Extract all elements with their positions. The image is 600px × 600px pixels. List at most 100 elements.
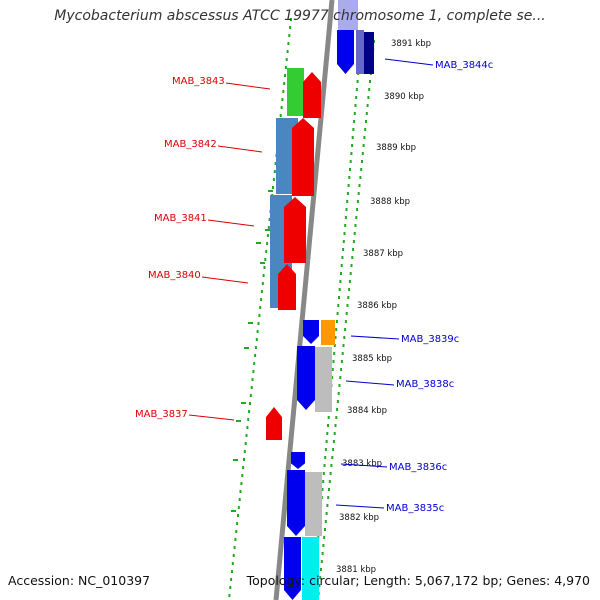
guide-dot bbox=[284, 74, 286, 77]
guide-dot bbox=[319, 576, 322, 579]
guide-dot bbox=[356, 200, 359, 203]
guide-dot bbox=[346, 192, 349, 195]
guide-dot bbox=[358, 184, 361, 187]
guide-dot bbox=[253, 362, 256, 365]
scale-tick-label: 3881 kbp bbox=[336, 565, 376, 575]
guide-dot bbox=[356, 208, 359, 211]
guide-dash bbox=[260, 262, 265, 264]
guide-dot bbox=[337, 392, 340, 395]
guide-dot bbox=[348, 176, 351, 179]
guide-dot bbox=[340, 360, 343, 363]
guide-dot bbox=[353, 120, 356, 123]
guide-dot bbox=[240, 482, 243, 485]
guide-dot bbox=[249, 402, 251, 405]
guide-dot bbox=[333, 432, 336, 435]
guide-dot bbox=[349, 272, 352, 275]
guide-dot bbox=[324, 528, 326, 531]
guide-dot bbox=[262, 274, 265, 277]
guide-dot bbox=[245, 434, 248, 437]
guide-dot bbox=[288, 34, 291, 37]
gene-labels: MAB_3843 MAB_3842 MAB_3841 MAB_3840 MAB_3837… bbox=[135, 58, 493, 514]
guide-dot bbox=[366, 104, 369, 107]
guide-dot bbox=[364, 128, 367, 131]
gene-block bbox=[315, 347, 332, 412]
guide-dot bbox=[248, 410, 251, 413]
guide-dot bbox=[323, 536, 326, 539]
guide-dot bbox=[337, 304, 340, 307]
guide-dot bbox=[329, 472, 332, 475]
guide-dot bbox=[229, 586, 232, 589]
guide-dot bbox=[334, 336, 337, 339]
guide-dot bbox=[365, 120, 367, 123]
guide-dot bbox=[342, 240, 345, 243]
guide-dash bbox=[268, 190, 273, 192]
reverse-gene-block bbox=[364, 32, 374, 74]
left-gene-label: MAB_3841 bbox=[154, 213, 207, 224]
guide-dash bbox=[248, 322, 253, 324]
guide-dot bbox=[289, 26, 292, 29]
forward-gene-arrow bbox=[284, 197, 306, 263]
guide-dot bbox=[325, 440, 328, 443]
guide-dot bbox=[256, 330, 259, 333]
cds-block bbox=[287, 68, 304, 116]
guide-dot bbox=[333, 344, 336, 347]
guide-dot bbox=[283, 82, 286, 85]
scale-tick-label: 3886 kbp bbox=[357, 301, 397, 311]
guide-dot bbox=[254, 346, 257, 349]
guide-dot bbox=[359, 176, 362, 179]
guide-dot bbox=[344, 320, 347, 323]
guide-dot bbox=[352, 128, 355, 131]
leader-line bbox=[188, 414, 235, 421]
leader-line bbox=[335, 504, 385, 509]
accession-text: Accession: NC_010397 bbox=[8, 573, 151, 588]
guide-dot bbox=[264, 258, 267, 261]
forward-gene-arrow bbox=[303, 72, 321, 118]
guide-dot bbox=[244, 442, 247, 445]
scale-tick-label: 3888 kbp bbox=[370, 197, 410, 207]
guide-dot bbox=[347, 184, 350, 187]
guide-dot bbox=[335, 416, 338, 419]
leader-line bbox=[225, 82, 271, 90]
guide-dot bbox=[362, 144, 365, 147]
guide-dot bbox=[236, 522, 239, 525]
guide-dot bbox=[321, 488, 324, 491]
guide-dot bbox=[327, 416, 330, 419]
guide-dot bbox=[284, 66, 287, 69]
scale-tick-label: 3884 kbp bbox=[347, 406, 387, 416]
guide-dot bbox=[243, 458, 245, 461]
guide-dot bbox=[322, 480, 325, 483]
guide-dot bbox=[353, 112, 356, 115]
gene-block bbox=[302, 537, 319, 600]
guide-dot bbox=[273, 170, 276, 173]
guide-dot bbox=[339, 376, 342, 379]
scale-tick-label: 3890 kbp bbox=[384, 92, 424, 102]
guide-dot bbox=[322, 472, 325, 475]
guide-dot bbox=[328, 480, 331, 483]
guide-dot bbox=[330, 464, 333, 467]
guide-dot bbox=[342, 248, 345, 251]
right-gene-label: MAB_3838c bbox=[396, 379, 454, 390]
guide-dot bbox=[346, 200, 349, 203]
guide-dot bbox=[361, 160, 363, 163]
guide-dot bbox=[336, 312, 339, 315]
guide-dot bbox=[342, 344, 345, 347]
guide-dot bbox=[338, 288, 341, 291]
guide-dot bbox=[263, 266, 266, 269]
scale-tick-label: 3882 kbp bbox=[339, 513, 379, 523]
genome-summary-text: Topology: circular; Length: 5,067,172 bp… bbox=[246, 573, 590, 588]
guide-dot bbox=[357, 192, 360, 195]
reverse-gene-arrow bbox=[287, 470, 305, 536]
leader-line bbox=[350, 335, 400, 340]
guide-dot bbox=[251, 378, 254, 381]
reverse-gene-arrow bbox=[284, 537, 301, 600]
guide-dot bbox=[279, 114, 282, 117]
guide-dot bbox=[351, 256, 354, 259]
scale-ticks: 3891 kbp 3890 kbp 3889 kbp 3888 kbp 3887 kbp… bbox=[336, 39, 431, 575]
guide-dot bbox=[369, 80, 371, 83]
guide-dot bbox=[237, 506, 240, 509]
guide-dot bbox=[336, 408, 339, 411]
guide-dot bbox=[343, 232, 346, 235]
guide-dot bbox=[338, 384, 341, 387]
guide-dot bbox=[274, 162, 277, 165]
guide-dot bbox=[242, 466, 245, 469]
